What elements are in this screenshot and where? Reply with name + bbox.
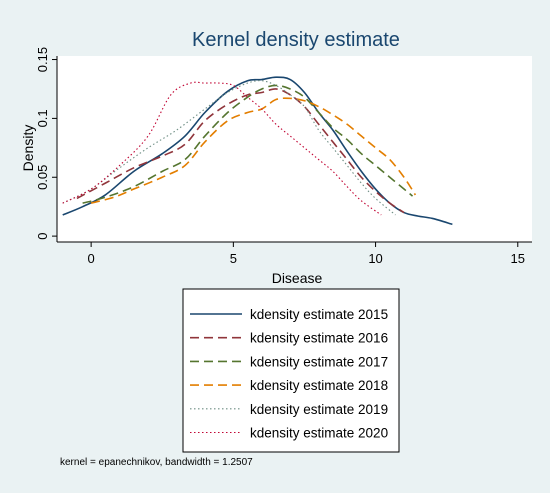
legend: kdensity estimate 2015 kdensity estimate … [190,307,388,441]
chart-title: Kernel density estimate [192,29,400,51]
series-line-3 [82,84,414,204]
legend-label-4: kdensity estimate 2018 [250,378,388,393]
legend-label-1: kdensity estimate 2015 [250,307,388,322]
x-tick-label: 15 [511,251,525,266]
chart-note: kernel = epanechnikov, bandwidth = 1.250… [60,457,253,468]
series-line-4 [90,97,417,204]
x-tick-label: 10 [368,251,382,266]
series-layer [62,76,453,226]
y-axis-label: Density [20,125,36,172]
series-line-2 [76,88,405,214]
axes: 0 5 10 15 0 0.05 0.1 0.15 [35,47,532,266]
y-tick-label: 0.1 [35,109,50,127]
plot-area [57,56,532,242]
legend-label-5: kdensity estimate 2019 [250,402,388,417]
legend-label-3: kdensity estimate 2017 [250,354,388,369]
series-line-5 [62,80,396,216]
legend-box [182,288,400,453]
legend-label-2: kdensity estimate 2016 [250,331,388,346]
x-axis-label: Disease [272,270,323,286]
legend-label-6: kdensity estimate 2020 [250,426,388,441]
y-tick-label: 0.15 [35,47,50,72]
y-tick-label: 0 [35,232,50,239]
x-tick-label: 5 [230,251,237,266]
y-tick-label: 0.05 [35,165,50,190]
x-tick-label: 0 [88,251,95,266]
